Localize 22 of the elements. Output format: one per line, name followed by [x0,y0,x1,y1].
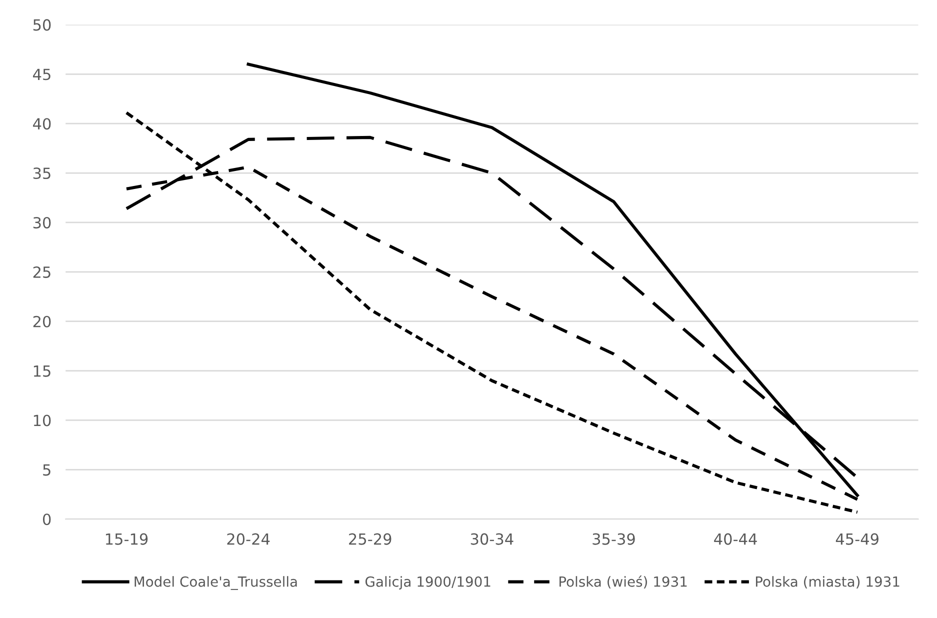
y-tick-label: 35 [33,168,50,180]
legend-label: Model Coale'a_Trussella [134,576,297,590]
y-tick-label: 10 [34,414,51,426]
y-tick-label: 40 [33,118,51,130]
y-tick-label: 15 [34,365,50,377]
y-tick-label: 0 [42,514,51,526]
x-tick-label: 30-34 [470,533,514,545]
y-tick-label: 50 [33,19,51,31]
x-tick-label: 35-39 [592,533,635,545]
x-tick-label: 25-29 [349,533,392,545]
x-tick-label: 40-44 [714,533,757,545]
legend-label: Galicja 1900/1901 [365,576,490,590]
x-tick-label: 15-19 [106,533,148,545]
x-tick-label: 45-49 [836,533,878,545]
y-tick-label: 25 [33,266,50,278]
legend-label: Polska (wieś) 1931 [560,576,687,588]
y-tick-label: 20 [33,316,51,328]
y-tick-label: 45 [33,68,50,80]
y-tick-label: 5 [43,464,50,476]
legend-label: Polska (miasta) 1931 [756,576,900,588]
y-tick-label: 30 [33,216,51,228]
x-tick-label: 20-24 [227,533,270,545]
